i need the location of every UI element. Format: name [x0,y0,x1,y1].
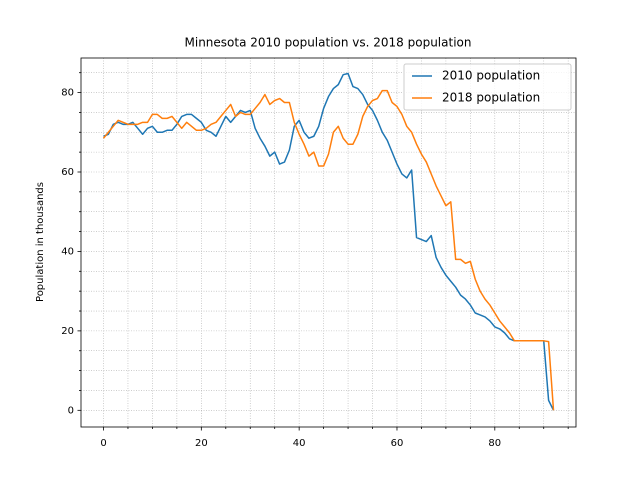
legend-label: 2018 population [442,91,540,105]
x-tick-label: 80 [488,438,501,449]
series-line [102,89,555,411]
y-tick-label: 20 [61,326,74,337]
legend-label: 2010 population [442,69,540,83]
x-tick-label: 40 [293,438,306,449]
y-tick-label: 60 [61,167,74,178]
x-tick-label: 0 [100,438,106,449]
plot-frame [80,57,577,428]
y-tick-label: 80 [61,88,74,99]
x-tick-label: 20 [195,438,208,449]
y-tick-label: 40 [61,246,74,257]
legend-box [403,63,572,111]
series-line [103,72,555,411]
y-tick-label: 0 [68,405,74,416]
x-tick-label: 60 [391,438,404,449]
y-axis-label: Population in thousands [35,182,46,302]
chart-title: Minnesota 2010 population vs. 2018 popul… [185,36,472,50]
